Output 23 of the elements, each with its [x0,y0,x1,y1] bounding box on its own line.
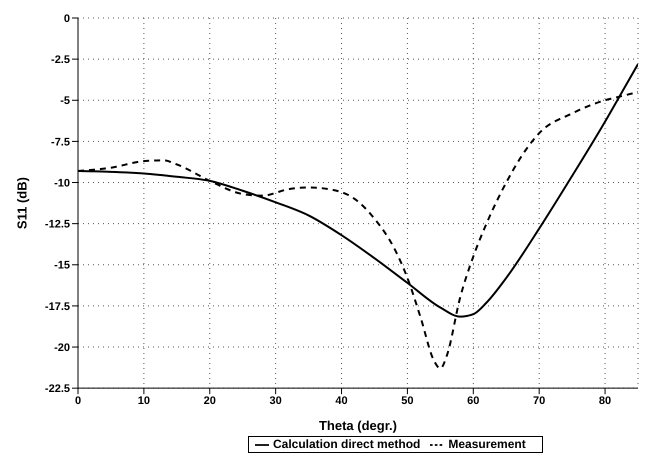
x-tick-label: 10 [138,394,150,407]
x-tick-label: 30 [270,394,282,407]
y-tick-label: -5 [60,95,70,108]
y-tick-label: 0 [64,12,70,25]
x-axis-title: Theta (degr.) [318,418,398,434]
y-tick-label: -17.5 [44,300,70,313]
y-tick-label: -2.5 [51,54,70,66]
x-tick-label: 70 [533,394,546,407]
x-tick-label: 50 [401,394,414,407]
x-tick-label: 60 [467,394,480,407]
y-axis-title: S11 (dB) [14,177,30,230]
x-tick-label: 0 [74,394,82,407]
y-tick-label: -15 [54,260,70,272]
y-tick-label: -22.5 [44,383,70,396]
x-tick-label: 40 [335,394,348,407]
x-tick-label: 80 [598,394,612,407]
y-tick-label: -12.5 [44,218,70,231]
y-tick-label: -10 [54,177,70,190]
legend-label: Calculation direct method [273,437,420,452]
y-tick-label: -20 [54,342,70,354]
y-tick-label: -7.5 [51,136,70,148]
x-tick-label: 20 [204,394,216,407]
legend-label: Measurement [448,437,526,452]
